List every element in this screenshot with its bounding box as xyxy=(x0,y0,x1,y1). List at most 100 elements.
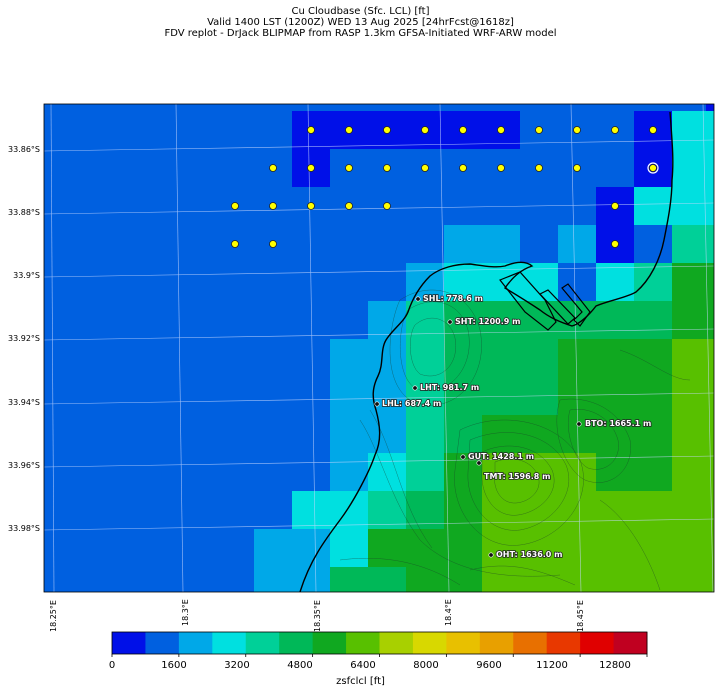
field-cell xyxy=(254,529,330,592)
field-cell xyxy=(558,339,672,415)
sounding-marker xyxy=(345,126,353,134)
colorbar-segment xyxy=(145,632,180,654)
station-label: SHL: 778.6 m xyxy=(423,294,483,303)
field-cell xyxy=(292,491,368,529)
colorbar-tick: 4800 xyxy=(287,660,313,671)
station-point xyxy=(447,319,453,325)
field-cell xyxy=(634,263,672,301)
field-cell xyxy=(672,111,714,225)
colorbar xyxy=(111,631,648,657)
sounding-marker xyxy=(269,202,277,210)
sounding-marker xyxy=(269,240,277,248)
sounding-marker xyxy=(307,164,315,172)
colorbar-segment xyxy=(178,632,213,654)
field-cell xyxy=(482,415,596,453)
coastline xyxy=(299,111,674,592)
station-point xyxy=(460,454,466,460)
colorbar-tick: 1600 xyxy=(161,660,187,671)
colorbar-tick: 12800 xyxy=(599,660,631,671)
map-subtitle: FDV replot - DrJack BLIPMAP from RASP 1.… xyxy=(164,28,557,39)
station-label: TMT: 1596.8 m xyxy=(484,472,550,481)
colorbar-tick: 8000 xyxy=(413,660,439,671)
sounding-marker xyxy=(649,164,657,172)
colorbar-segment xyxy=(513,632,548,654)
graticule xyxy=(44,104,714,592)
colorbar-segment xyxy=(613,632,648,654)
map-valid-time: Valid 1400 LST (1200Z) WED 13 Aug 2025 [… xyxy=(207,17,514,28)
field-cell xyxy=(634,187,672,225)
station-point xyxy=(476,460,482,466)
sounding-marker xyxy=(459,164,467,172)
sounding-marker xyxy=(573,164,581,172)
sounding-marker xyxy=(345,164,353,172)
lat-label: 33.96°S xyxy=(8,461,40,470)
lat-label: 33.88°S xyxy=(8,208,40,217)
colorbar-segment xyxy=(312,632,347,654)
colorbar-segment xyxy=(379,632,414,654)
station-point xyxy=(412,385,418,391)
field-cell xyxy=(444,225,520,263)
field-cell xyxy=(330,339,406,453)
field-cell xyxy=(596,263,634,301)
colorbar-tick: 11200 xyxy=(536,660,568,671)
sounding-marker xyxy=(497,164,505,172)
sounding-marker xyxy=(459,126,467,134)
colorbar-segment xyxy=(112,632,146,654)
map-frame xyxy=(43,103,715,593)
sounding-markers xyxy=(231,126,657,248)
colorbar-segment xyxy=(580,632,615,654)
sounding-marker xyxy=(231,240,239,248)
station-point xyxy=(576,421,582,427)
colorbar-tick: 0 xyxy=(108,660,116,671)
sounding-marker xyxy=(269,164,277,172)
colorbar-segment xyxy=(346,632,380,654)
field-cell xyxy=(444,529,482,592)
station-points: SHL: 778.6 m SHT: 1200.9 m LHT: 981.7 m LHL… xyxy=(374,293,652,560)
sounding-marker xyxy=(535,164,543,172)
sounding-marker xyxy=(307,202,315,210)
sounding-marker xyxy=(573,126,581,134)
colorbar-segment xyxy=(245,632,280,654)
harbour-outline xyxy=(499,271,557,331)
lon-label: 18.25°E xyxy=(49,600,58,632)
field-cell xyxy=(558,301,634,339)
field-cell xyxy=(596,453,672,491)
colorbar-tick: 6400 xyxy=(350,660,376,671)
station-point xyxy=(374,401,380,407)
field-cell xyxy=(444,453,482,529)
lat-label: 33.92°S xyxy=(8,334,40,343)
field-cell xyxy=(672,225,714,263)
field-cell xyxy=(444,339,482,453)
sounding-marker xyxy=(421,164,429,172)
sounding-marker xyxy=(421,126,429,134)
colorbar-label: zsfclcl [ft] xyxy=(336,676,385,687)
field-cell xyxy=(634,111,672,187)
selected-marker-ring xyxy=(647,162,659,174)
field-cell xyxy=(672,339,714,592)
colorbar-segment xyxy=(412,632,447,654)
lon-label: 18.45°E xyxy=(576,600,585,632)
colorbar-segment xyxy=(479,632,514,654)
field-cell xyxy=(482,339,558,415)
lon-label: 18.35°E xyxy=(313,600,322,632)
sounding-marker xyxy=(231,202,239,210)
field-cell xyxy=(330,567,406,592)
field-cell xyxy=(330,453,368,491)
sounding-marker xyxy=(611,240,619,248)
harbour-pier xyxy=(561,283,591,327)
station-label: OHT: 1636.0 m xyxy=(496,550,563,559)
sounding-marker xyxy=(497,126,505,134)
station-label: BTO: 1665.1 m xyxy=(585,419,651,428)
lon-label: 18.3°E xyxy=(181,599,190,626)
field-cell xyxy=(596,187,634,263)
field-cell xyxy=(292,111,520,149)
field-cell xyxy=(706,104,714,112)
sounding-marker xyxy=(383,126,391,134)
sounding-marker xyxy=(383,164,391,172)
lat-label: 33.98°S xyxy=(8,524,40,533)
field-cell xyxy=(368,301,406,339)
colorbar-segment xyxy=(279,632,314,654)
station-point xyxy=(415,296,421,302)
field-cell xyxy=(406,491,444,529)
